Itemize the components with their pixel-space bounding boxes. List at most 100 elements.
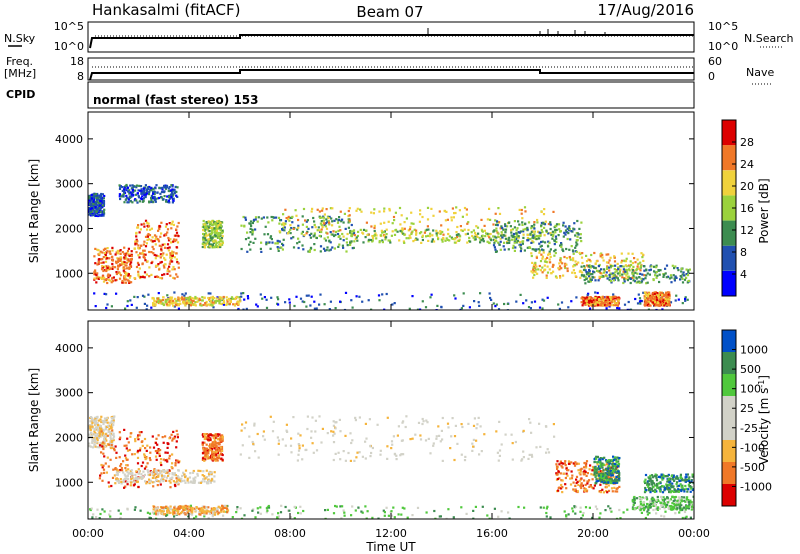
data-cell-1-62 xyxy=(168,222,171,225)
data-cell-13-203 xyxy=(99,200,102,203)
data-cell-6-28 xyxy=(539,506,542,509)
data-cell-8-166 xyxy=(624,270,627,273)
data-cell-4-164 xyxy=(438,210,441,213)
data-cell-1-32 xyxy=(154,243,157,246)
data-cell-2-36 xyxy=(174,464,177,467)
data-cell-2-153 xyxy=(100,463,103,467)
data-cell-14-171 xyxy=(165,184,169,187)
data-cell-0-114 xyxy=(422,420,425,423)
data-cell-3-155 xyxy=(206,457,209,460)
data-cell-8-161 xyxy=(685,268,688,271)
data-cell-4-100 xyxy=(560,487,563,490)
data-cell-0-139 xyxy=(358,451,361,454)
data-cell-7-67 xyxy=(603,269,606,272)
data-cell-1-112 xyxy=(107,430,110,433)
data-cell-7-134 xyxy=(583,266,586,269)
data-cell-3-202 xyxy=(205,452,208,456)
data-cell-3-125 xyxy=(297,224,300,227)
data-cell-1-2 xyxy=(173,256,176,259)
data-cell-8-219 xyxy=(649,268,652,271)
data-cell-7-73 xyxy=(193,507,196,510)
data-cell-3-80 xyxy=(260,217,263,220)
data-cell-8-60 xyxy=(648,273,651,276)
data-cell-0-212 xyxy=(386,416,389,419)
data-cell-3-188 xyxy=(209,438,212,442)
data-cell-8-11 xyxy=(611,277,614,280)
data-cell-9-182 xyxy=(684,297,687,300)
data-cell-2-126 xyxy=(153,468,156,471)
data-cell-8-39 xyxy=(580,265,583,268)
data-cell-4-12 xyxy=(410,222,413,225)
data-cell-0-80 xyxy=(257,456,260,459)
data-cell-8-174 xyxy=(639,272,642,275)
data-cell-7-208 xyxy=(595,260,598,263)
data-cell-0-137 xyxy=(301,444,304,447)
data-cell-1-92 xyxy=(109,430,112,434)
data-cell-2-189 xyxy=(211,243,215,246)
data-cell-8-198 xyxy=(680,276,683,279)
data-cell-6-218 xyxy=(523,249,526,252)
data-cell-7-59 xyxy=(171,511,174,514)
data-cell-4-45 xyxy=(318,210,321,213)
data-cell-2-118 xyxy=(209,236,212,239)
data-cell-3-187 xyxy=(210,452,214,455)
data-cell-8-50 xyxy=(621,273,624,276)
data-cell-0-149 xyxy=(438,434,441,437)
data-cell-2-159 xyxy=(216,220,219,223)
data-cell-5-199 xyxy=(611,472,614,475)
data-cell-7-89 xyxy=(632,276,635,279)
data-cell-2-76 xyxy=(204,228,207,231)
data-cell-3-32 xyxy=(269,236,272,239)
data-cell-5-44 xyxy=(595,478,598,481)
data-cell-11-165 xyxy=(613,302,617,305)
data-cell-13-70 xyxy=(91,212,94,215)
data-cell-1-1 xyxy=(103,417,107,420)
data-cell-0-209 xyxy=(127,273,130,276)
data-cell-1-143 xyxy=(139,252,142,255)
data-cell-6-36 xyxy=(89,508,92,512)
data-cell-0-172 xyxy=(104,253,107,256)
data-cell-3-171 xyxy=(249,227,252,230)
data-cell-8-99 xyxy=(584,275,587,279)
data-cell-3-169 xyxy=(305,220,308,223)
data-cell-1-119 xyxy=(156,264,159,267)
data-cell-6-104 xyxy=(500,231,503,234)
data-cell-10-142 xyxy=(153,299,156,302)
data-cell-4-197 xyxy=(578,480,581,483)
data-cell-2-179 xyxy=(168,469,171,472)
data-cell-6-179 xyxy=(343,514,346,517)
data-cell-6-177 xyxy=(548,241,551,244)
data-cell-10-141 xyxy=(198,297,201,300)
data-cell-0-207 xyxy=(479,425,482,428)
data-cell-5-211 xyxy=(612,458,615,462)
data-cell-8-208 xyxy=(634,271,637,274)
data-cell-4-80 xyxy=(599,491,602,494)
data-cell-0-47 xyxy=(390,447,393,450)
data-cell-6-95 xyxy=(538,249,542,252)
data-cell-6-148 xyxy=(609,509,612,512)
data-cell-5-41 xyxy=(504,237,507,240)
data-cell-1-34 xyxy=(166,269,169,273)
data-cell-5-82 xyxy=(479,241,482,244)
data-cell-9-121 xyxy=(309,304,312,307)
data-cell-1-169 xyxy=(165,233,168,237)
data-cell-2-147 xyxy=(219,240,222,243)
data-cell-0-171 xyxy=(251,440,254,444)
data-cell-0-58 xyxy=(522,456,525,459)
data-cell-8-186 xyxy=(680,267,683,270)
data-cell-4-191 xyxy=(566,469,569,472)
data-cell-0-113 xyxy=(369,455,372,458)
data-cell-4-118 xyxy=(582,471,585,474)
data-cell-11-214 xyxy=(584,303,587,306)
data-cell-6-56 xyxy=(512,244,515,247)
data-cell-0-208 xyxy=(339,458,342,461)
data-cell-3-185 xyxy=(310,232,313,235)
data-cell-4-77 xyxy=(517,236,520,239)
data-cell-7-72 xyxy=(625,274,628,277)
data-cell-3-101 xyxy=(280,246,283,249)
data-cell-5-86 xyxy=(364,229,368,232)
data-cell-14-150 xyxy=(126,186,129,189)
data-cell-3-206 xyxy=(206,438,209,441)
data-cell-5-104 xyxy=(613,465,616,468)
data-cell-0-67 xyxy=(286,430,289,433)
